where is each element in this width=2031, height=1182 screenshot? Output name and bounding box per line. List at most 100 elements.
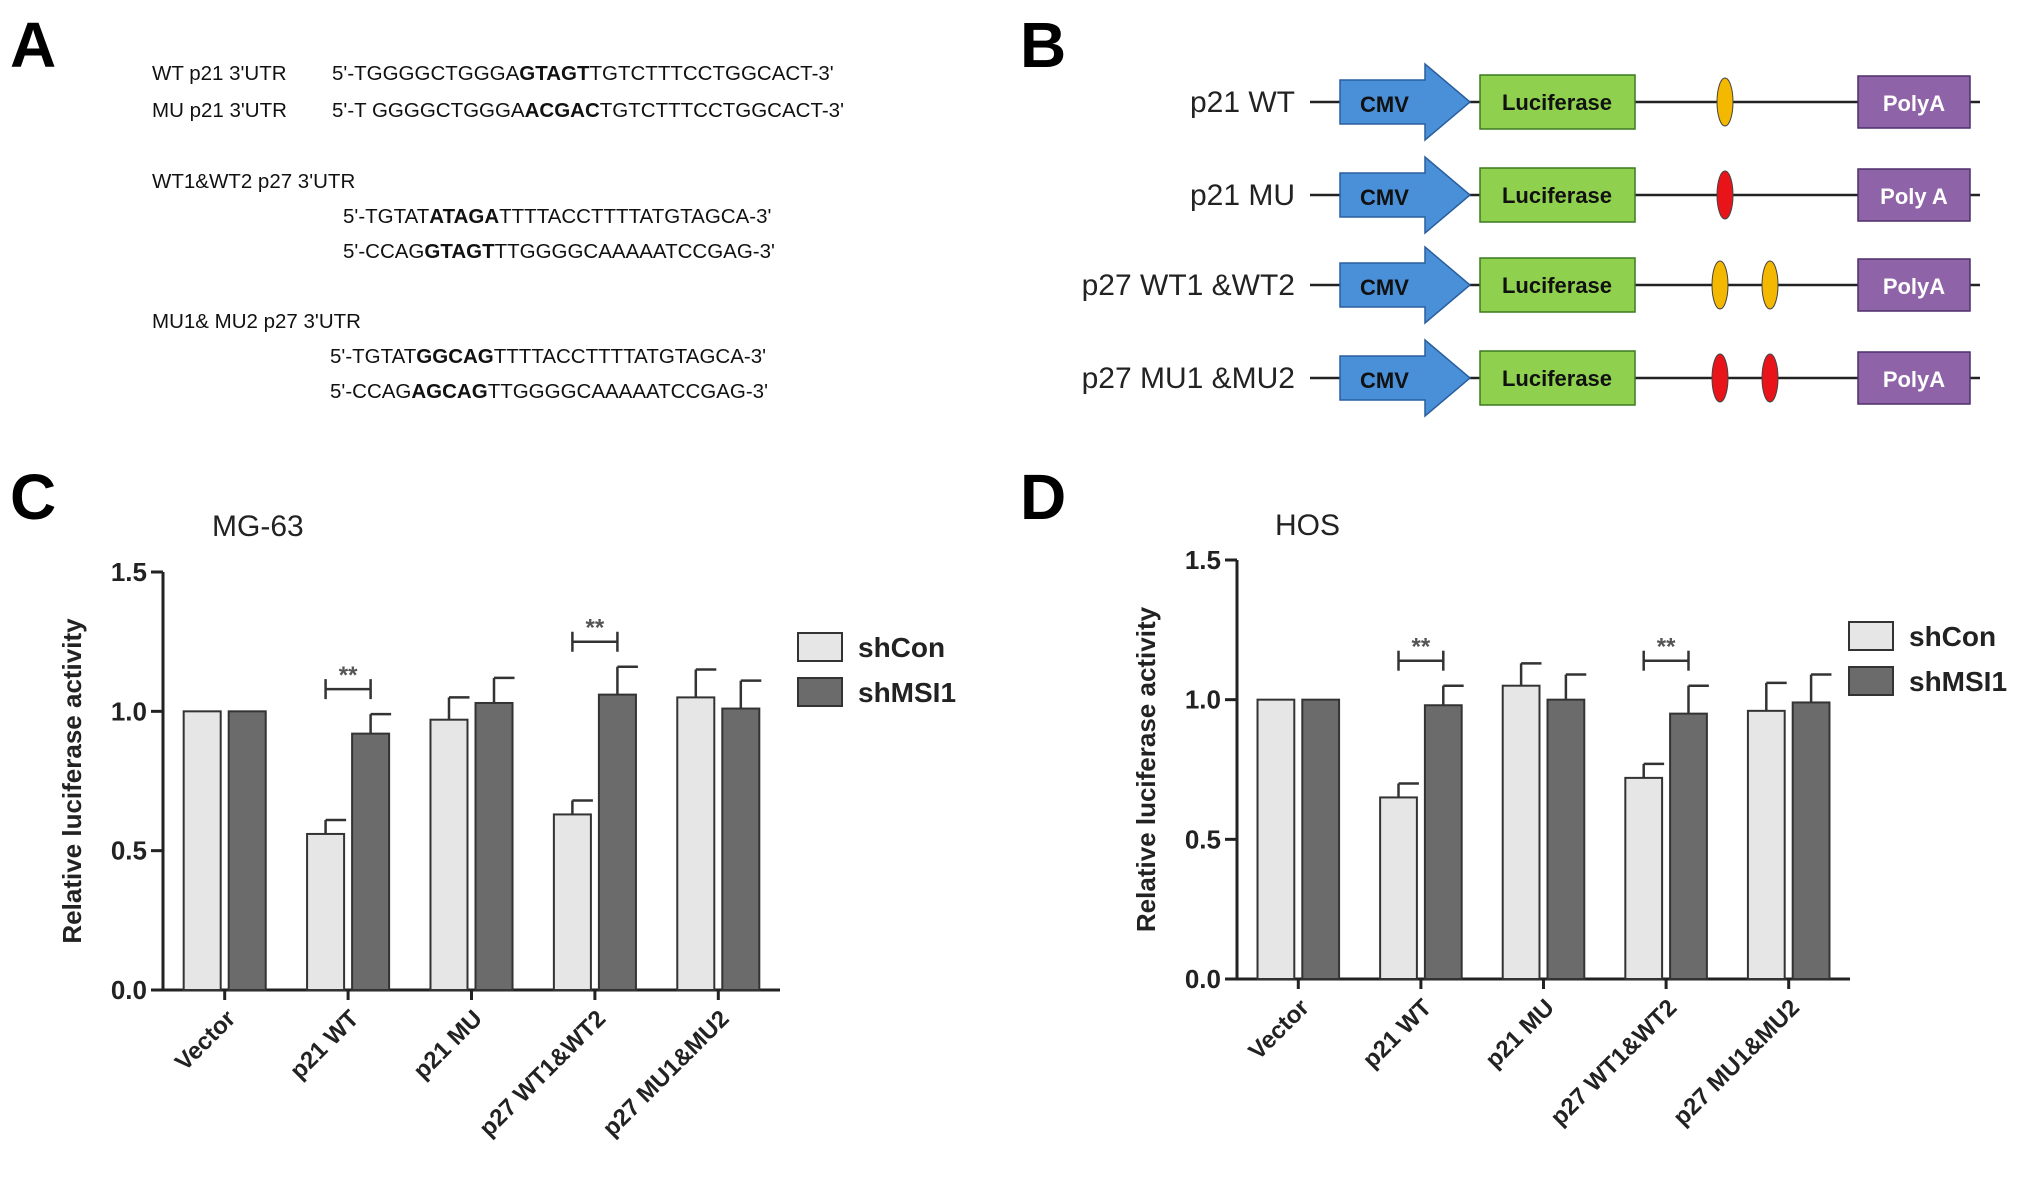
legend-swatch xyxy=(797,632,843,662)
legend-label: shMSI1 xyxy=(1909,666,2007,697)
construct-name: p27 MU1 &MU2 xyxy=(1082,362,1295,395)
polya-label: PolyA xyxy=(1883,367,1945,392)
luciferase-box xyxy=(1479,350,1636,406)
cmv-label: CMV xyxy=(1360,185,1409,210)
x-tick-label: p27 MU1&MU2 xyxy=(1668,994,1805,1131)
wt-binding-site-marker xyxy=(1711,260,1729,310)
x-tick-label: p21 MU xyxy=(408,1005,487,1084)
bar-shcon xyxy=(1256,698,1296,981)
y-axis-label: Relative luciferase activity xyxy=(57,618,87,944)
bar-shmsi1 xyxy=(227,710,267,991)
cmv-promoter-arrow xyxy=(1339,62,1472,142)
wt-binding-site-marker xyxy=(1761,260,1779,310)
wt-p27-sequence-1: 5'-TGTATATAGATTTTACCTTTTATGTAGCA-3' xyxy=(343,205,772,228)
y-tick-label: 0.0 xyxy=(1185,964,1221,994)
panel-letter-d: D xyxy=(1020,461,1067,533)
bar-shmsi1 xyxy=(721,707,761,991)
y-tick-label: 0.0 xyxy=(111,975,147,1005)
polya-box xyxy=(1857,75,1971,129)
bar-shmsi1 xyxy=(1423,704,1463,980)
cmv-promoter-arrow xyxy=(1339,338,1472,418)
legend-swatch xyxy=(797,677,843,707)
x-tick-label: p21 WT xyxy=(1358,994,1438,1074)
y-tick-label: 1.5 xyxy=(1185,545,1221,575)
construct-row: p27 WT1 &WT2 CMV Luciferase PolyA xyxy=(1082,245,1980,325)
x-tick-label: p27 WT1&WT2 xyxy=(474,1005,611,1142)
panel-letter-b: B xyxy=(1020,9,1067,81)
wt-p27-sequence-2: 5'-CCAGGTAGTTTGGGGCAAAAATCCGAG-3' xyxy=(343,240,775,263)
construct-row: p21 WT CMV Luciferase PolyA xyxy=(1190,62,1980,142)
mutant-binding-site-marker xyxy=(1711,353,1729,403)
y-tick-label: 0.5 xyxy=(111,836,147,866)
bar-shcon xyxy=(1379,796,1418,980)
legend-label: shCon xyxy=(1909,621,1996,652)
x-tick-label: Vector xyxy=(170,1005,241,1076)
significance-label: ** xyxy=(586,615,605,642)
mu-p27-sequence-1: 5'-TGTATGGCAGTTTTACCTTTTATGTAGCA-3' xyxy=(330,345,767,368)
cmv-promoter-arrow xyxy=(1339,155,1472,235)
cmv-label: CMV xyxy=(1360,275,1409,300)
wt-p27-label: WT1&WT2 p27 3'UTR xyxy=(152,170,356,193)
legend-label: shCon xyxy=(858,632,945,663)
luciferase-label: Luciferase xyxy=(1502,183,1612,208)
construct-name: p21 MU xyxy=(1190,179,1295,212)
x-tick-label: p21 MU xyxy=(1480,994,1559,1073)
x-tick-label: p27 MU1&MU2 xyxy=(598,1005,735,1142)
luciferase-label: Luciferase xyxy=(1502,366,1612,391)
bar-shmsi1 xyxy=(351,732,391,991)
bar-shmsi1 xyxy=(597,693,637,991)
construct-row: p27 MU1 &MU2 CMV Luciferase PolyA xyxy=(1082,338,1980,418)
significance-label: ** xyxy=(339,662,358,689)
mutant-binding-site-marker xyxy=(1761,353,1779,403)
construct-diagram: p21 WT CMV Luciferase PolyA p21 MU CMV Lucifer… xyxy=(1082,62,1980,418)
polya-label: PolyA xyxy=(1883,274,1945,299)
bar-shcon xyxy=(552,813,592,991)
wt-p21-sequence: 5'-TGGGGCTGGGAGTAGTTGTCTTTCCTGGCACT-3' xyxy=(332,62,834,85)
mu-p27-label: MU1& MU2 p27 3'UTR xyxy=(152,310,361,333)
bar-shmsi1 xyxy=(1301,698,1341,981)
bar-shmsi1 xyxy=(474,701,514,991)
mu-p21-label: MU p21 3'UTR xyxy=(152,99,287,122)
cmv-label: CMV xyxy=(1360,92,1409,117)
mu-p27-sequence-2: 5'-CCAGAGCAGTTGGGGCAAAAATCCGAG-3' xyxy=(330,380,769,403)
chart-mg63: MG-63 Relative luciferase activity 0.0 0.5 1… xyxy=(57,510,956,1142)
luciferase-label: Luciferase xyxy=(1502,90,1612,115)
wt-binding-site-marker xyxy=(1716,77,1734,127)
x-tick-label: Vector xyxy=(1244,994,1315,1065)
construct-row: p21 MU CMV Luciferase Poly A xyxy=(1190,155,1980,235)
polya-label: PolyA xyxy=(1883,91,1945,116)
significance-label: ** xyxy=(1412,634,1431,661)
construct-name: p21 WT xyxy=(1190,86,1295,119)
chart-title: MG-63 xyxy=(212,510,304,543)
bar-shcon xyxy=(1746,709,1786,980)
luciferase-box xyxy=(1479,74,1636,130)
x-tick-label: p21 WT xyxy=(285,1005,365,1085)
bar-shcon xyxy=(676,696,716,991)
mutant-binding-site-marker xyxy=(1716,170,1734,220)
legend-swatch xyxy=(1848,621,1894,651)
cmv-label: CMV xyxy=(1360,368,1409,393)
bar-shcon xyxy=(429,718,469,991)
bar-shmsi1 xyxy=(1791,701,1831,981)
significance-label: ** xyxy=(1657,634,1676,661)
polya-box xyxy=(1857,258,1971,312)
chart-hos: HOS Relative luciferase activity 0.0 0.5 1.0… xyxy=(1131,509,2007,1131)
bar-shcon xyxy=(1624,776,1664,980)
y-tick-label: 1.5 xyxy=(111,557,147,587)
legend-label: shMSI1 xyxy=(858,677,956,708)
bar-shmsi1 xyxy=(1669,712,1708,980)
polya-box xyxy=(1857,168,1971,222)
legend-swatch xyxy=(1848,666,1894,696)
polya-box xyxy=(1857,351,1971,405)
luciferase-box xyxy=(1479,257,1636,313)
bar-shcon xyxy=(1501,684,1541,980)
x-tick-label: p27 WT1&WT2 xyxy=(1545,994,1682,1131)
y-tick-label: 0.5 xyxy=(1185,824,1221,854)
cmv-promoter-arrow xyxy=(1339,245,1472,325)
polya-label: Poly A xyxy=(1880,184,1948,209)
bar-shcon xyxy=(306,832,346,991)
bar-shcon xyxy=(182,710,222,991)
y-tick-label: 1.0 xyxy=(111,696,147,726)
bar-shmsi1 xyxy=(1546,698,1586,981)
mu-p21-sequence: 5'-T GGGGCTGGGAACGACTGTCTTTCCTGGCACT-3' xyxy=(332,99,844,122)
